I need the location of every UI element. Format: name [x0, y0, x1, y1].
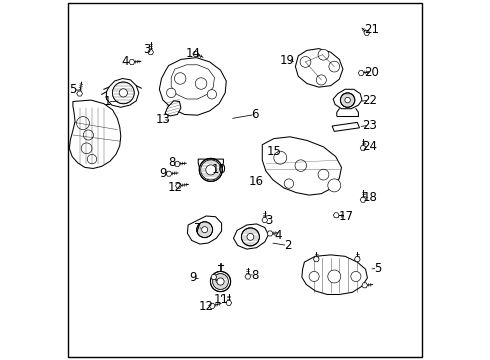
- Polygon shape: [233, 224, 269, 249]
- Circle shape: [213, 274, 228, 289]
- Circle shape: [167, 88, 176, 98]
- Circle shape: [242, 228, 259, 246]
- Circle shape: [300, 57, 311, 67]
- Circle shape: [119, 89, 127, 97]
- Circle shape: [341, 93, 355, 107]
- Polygon shape: [295, 49, 343, 87]
- Polygon shape: [364, 30, 369, 35]
- Circle shape: [174, 73, 186, 84]
- Polygon shape: [159, 58, 226, 115]
- Polygon shape: [69, 100, 121, 168]
- Circle shape: [206, 165, 216, 175]
- Text: 13: 13: [155, 113, 171, 126]
- Circle shape: [201, 160, 221, 180]
- Text: 24: 24: [362, 140, 377, 153]
- Text: 9: 9: [189, 271, 196, 284]
- Polygon shape: [354, 257, 360, 262]
- Text: 11: 11: [214, 293, 229, 306]
- Circle shape: [207, 166, 215, 174]
- Polygon shape: [211, 275, 217, 280]
- Polygon shape: [209, 303, 215, 309]
- Circle shape: [207, 90, 217, 99]
- Circle shape: [199, 158, 222, 181]
- Text: 3: 3: [144, 43, 151, 56]
- Text: 8: 8: [169, 156, 176, 169]
- Text: 1: 1: [104, 95, 111, 108]
- Circle shape: [247, 234, 254, 240]
- Text: 4: 4: [122, 55, 129, 68]
- Polygon shape: [360, 197, 366, 202]
- Circle shape: [76, 117, 90, 130]
- Circle shape: [81, 143, 92, 154]
- Circle shape: [113, 82, 134, 104]
- Circle shape: [318, 49, 329, 60]
- Text: 16: 16: [249, 175, 264, 188]
- Polygon shape: [302, 255, 368, 294]
- Circle shape: [83, 130, 94, 140]
- Circle shape: [309, 271, 319, 282]
- Text: 20: 20: [364, 66, 379, 79]
- Polygon shape: [262, 137, 342, 195]
- Text: 12: 12: [198, 300, 214, 313]
- Polygon shape: [314, 257, 319, 262]
- Text: 21: 21: [364, 23, 379, 36]
- Text: 2: 2: [284, 239, 291, 252]
- Circle shape: [295, 160, 307, 171]
- Polygon shape: [187, 216, 221, 244]
- Circle shape: [217, 278, 224, 285]
- Polygon shape: [358, 71, 364, 76]
- Circle shape: [87, 154, 97, 164]
- Polygon shape: [165, 101, 181, 116]
- Text: 6: 6: [251, 108, 259, 121]
- Text: 15: 15: [267, 145, 282, 158]
- Polygon shape: [333, 213, 339, 218]
- Circle shape: [197, 222, 213, 238]
- Text: 9: 9: [159, 167, 167, 180]
- Text: 8: 8: [251, 269, 259, 282]
- Polygon shape: [129, 60, 135, 64]
- Circle shape: [210, 271, 231, 292]
- Polygon shape: [174, 162, 180, 166]
- Circle shape: [196, 78, 207, 89]
- Text: 5: 5: [374, 262, 381, 275]
- Text: 5: 5: [69, 83, 76, 96]
- Polygon shape: [106, 78, 139, 107]
- Polygon shape: [226, 300, 232, 305]
- Text: 4: 4: [274, 229, 282, 242]
- Circle shape: [274, 151, 287, 164]
- Polygon shape: [245, 274, 251, 279]
- Polygon shape: [193, 51, 198, 57]
- Text: 22: 22: [362, 94, 377, 107]
- Circle shape: [345, 97, 350, 103]
- Polygon shape: [148, 50, 153, 55]
- Circle shape: [329, 61, 340, 72]
- Polygon shape: [77, 91, 82, 96]
- Polygon shape: [262, 217, 268, 222]
- Circle shape: [316, 75, 326, 85]
- Circle shape: [284, 179, 294, 188]
- Text: 17: 17: [339, 210, 354, 223]
- Polygon shape: [333, 89, 362, 109]
- Circle shape: [351, 271, 361, 282]
- Text: 19: 19: [280, 54, 295, 67]
- Polygon shape: [171, 65, 215, 99]
- Text: 23: 23: [362, 119, 377, 132]
- Polygon shape: [267, 231, 273, 236]
- Text: 12: 12: [167, 181, 182, 194]
- Circle shape: [318, 169, 329, 180]
- Polygon shape: [360, 145, 366, 150]
- Text: 10: 10: [212, 163, 226, 176]
- Polygon shape: [175, 183, 181, 188]
- Polygon shape: [362, 283, 368, 288]
- Circle shape: [328, 270, 341, 283]
- Text: 7: 7: [194, 222, 201, 235]
- Text: 14: 14: [185, 47, 200, 60]
- Circle shape: [218, 279, 223, 284]
- Circle shape: [202, 227, 208, 233]
- Circle shape: [328, 179, 341, 192]
- Text: 3: 3: [265, 214, 272, 227]
- Polygon shape: [166, 171, 172, 176]
- Text: 18: 18: [363, 191, 378, 204]
- Polygon shape: [332, 122, 360, 131]
